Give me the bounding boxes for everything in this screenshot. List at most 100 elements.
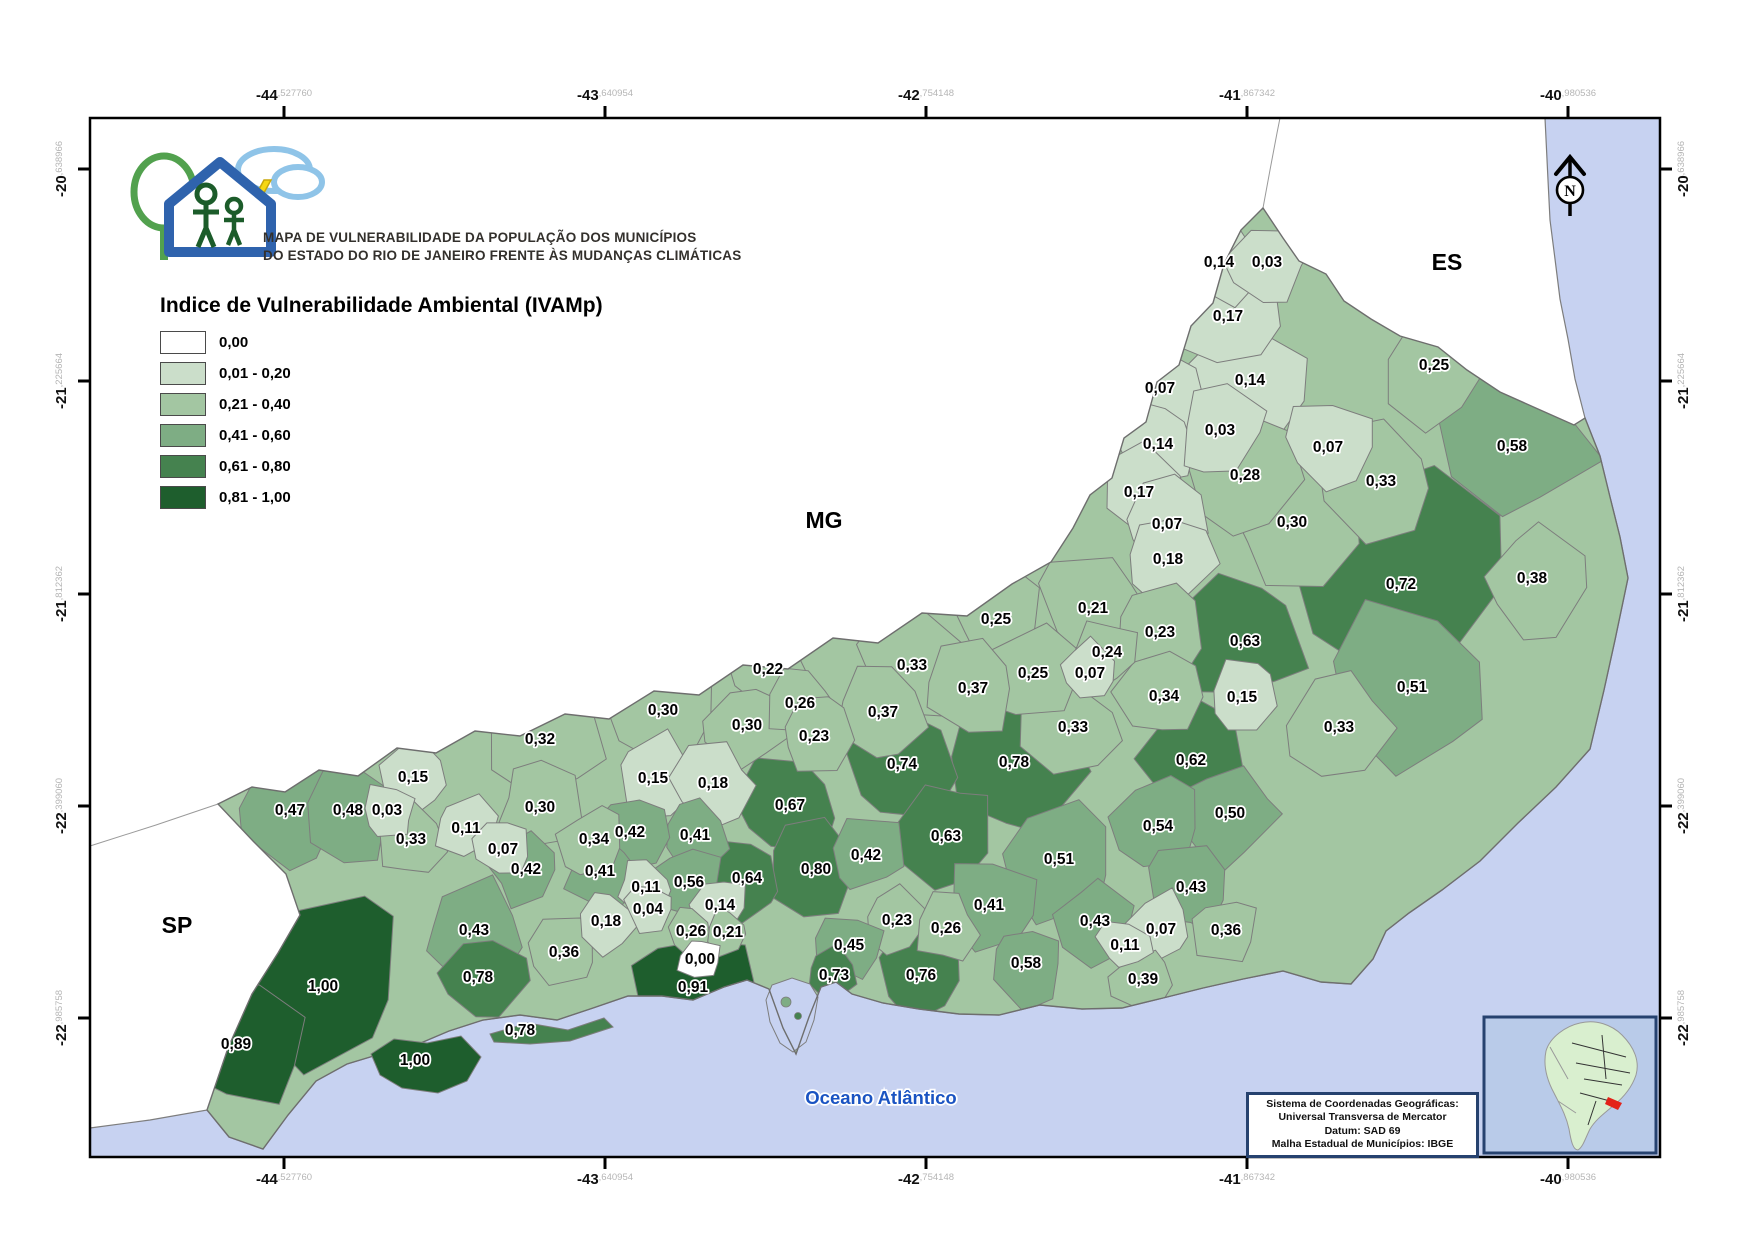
axis-tick-label: -42,754148	[898, 1171, 954, 1188]
municipality-cell	[707, 905, 747, 958]
municipality-value-label: 0,58	[1497, 438, 1528, 455]
north-arrow-icon: N	[1554, 153, 1586, 216]
region-label-sp: SP	[162, 912, 193, 938]
municipality-value-label: 0,07	[1075, 665, 1105, 682]
legend-row: 0,81 - 1,00	[160, 486, 603, 509]
project-logo	[130, 146, 325, 260]
municipality-cell	[1285, 670, 1398, 777]
municipality-value-label: 0,11	[631, 879, 661, 896]
credits-line2: Universal Transversa de Mercator	[1278, 1111, 1447, 1124]
brazil-state-lines	[1571, 1034, 1631, 1126]
map-frame	[88, 116, 1662, 1159]
map-title-line2: DO ESTADO DO RIO DE JANEIRO FRENTE ÀS MU…	[263, 247, 742, 263]
legend-swatch	[160, 424, 206, 447]
municipality-cell	[436, 940, 531, 1018]
municipality-cell	[1483, 521, 1588, 641]
legend-swatch	[160, 455, 206, 478]
axis-tick-label: -21,812362	[1675, 566, 1692, 622]
municipality-value-label: 0,26	[676, 923, 707, 940]
municipality-value-label: 0,15	[398, 769, 429, 786]
bay-island	[794, 1012, 802, 1020]
municipality-value-label: 0,25	[1018, 665, 1049, 682]
municipality-value-label: 0,18	[591, 913, 622, 930]
sp-mg-border	[89, 803, 219, 847]
municipality-value-label: 0,26	[785, 695, 816, 712]
municipality-value-label: 0,15	[638, 770, 669, 787]
region-label-mg: MG	[805, 507, 842, 533]
region-label-es: ES	[1432, 249, 1463, 275]
legend-swatch	[160, 331, 206, 354]
municipality-value-label: 0,80	[801, 861, 831, 878]
municipality-value-label: 0,41	[680, 827, 711, 844]
municipality-cell	[307, 757, 389, 864]
municipality-value-label: 0,41	[585, 863, 616, 880]
municipality-value-label: 0,51	[1044, 851, 1075, 868]
municipality-cell	[1183, 383, 1268, 473]
municipality-cell	[916, 891, 981, 962]
credits-line3: Datum: SAD 69	[1324, 1124, 1401, 1137]
legend-class-label: 0,00	[219, 334, 249, 351]
legend-row: 0,01 - 0,20	[160, 362, 603, 385]
municipality-cell	[926, 637, 1011, 733]
credits-line4: Malha Estadual de Municípios: IBGE	[1271, 1138, 1454, 1151]
municipality-value-label: 0,42	[851, 847, 881, 864]
legend-row: 0,21 - 0,40	[160, 393, 603, 416]
municipality-value-label: 0,18	[1153, 551, 1184, 568]
municipality-cell	[364, 783, 416, 838]
legend-swatch	[160, 486, 206, 509]
map-title-line1: MAPA DE VULNERABILIDADE DA POPULAÇÃO DOS…	[263, 230, 697, 245]
municipality-value-label: 0,58	[1011, 955, 1042, 972]
municipality-value-label: 0,37	[868, 704, 898, 721]
axis-tick-label: -43,640954	[577, 87, 633, 104]
municipality-cell	[1285, 404, 1373, 493]
municipality-value-label: 0,43	[1176, 879, 1207, 896]
axis-tick-label: -44,527760	[256, 1171, 312, 1188]
municipality-value-label: 0,22	[753, 661, 783, 678]
municipality-value-label: 0,43	[459, 922, 490, 939]
credits-box: Sistema de Coordenadas Geográficas: Univ…	[1246, 1092, 1479, 1158]
municipality-value-label: 0,78	[505, 1022, 536, 1039]
ilha-grande-island	[370, 1035, 482, 1094]
municipality-value-label: 0,28	[1230, 467, 1261, 484]
municipality-value-label: 0,39	[1128, 971, 1159, 988]
municipality-value-label: 0,74	[887, 756, 918, 773]
municipality-value-label: 0,89	[221, 1036, 252, 1053]
municipality-value-label: 0,25	[981, 611, 1012, 628]
municipality-cell	[554, 805, 621, 876]
municipality-value-label: 0,47	[275, 802, 305, 819]
municipality-cell	[1213, 658, 1278, 731]
axis-tick-label: -21,225664	[53, 353, 70, 409]
axis-tick-label: -22,399060	[53, 778, 70, 834]
axis-tick-label: -20,638966	[53, 141, 70, 197]
municipality-value-label: 0,63	[1230, 633, 1261, 650]
municipality-value-label: 0,14	[705, 897, 736, 914]
municipality-value-label: 0,14	[1204, 254, 1235, 271]
axis-tick-label: -43,640954	[577, 1171, 633, 1188]
municipality-value-label: 0,43	[1080, 913, 1111, 930]
municipality-value-label: 0,07	[1145, 380, 1175, 397]
legend-swatch	[160, 393, 206, 416]
axis-tick-label: -20,638966	[1675, 141, 1692, 197]
axis-tick-label: -21,812362	[53, 566, 70, 622]
municipality-value-label: 0,24	[1092, 644, 1123, 661]
legend-row: 0,41 - 0,60	[160, 424, 603, 447]
municipality-value-label: 0,07	[488, 841, 518, 858]
state-outline	[206, 206, 1629, 1150]
municipality-value-label: 0,30	[1277, 514, 1307, 531]
municipality-value-label: 0,21	[1078, 600, 1109, 617]
legend-row: 0,61 - 0,80	[160, 455, 603, 478]
municipality-value-label: 0,14	[1143, 436, 1174, 453]
municipality-value-label: 0,33	[1324, 719, 1355, 736]
municipality-value-label: 0,62	[1176, 752, 1206, 769]
municipality-value-label: 0,34	[1149, 688, 1180, 705]
municipality-value-label: 0,38	[1517, 570, 1548, 587]
brazil-inset-map	[1482, 1015, 1658, 1155]
credits-line1: Sistema de Coordenadas Geográficas:	[1266, 1098, 1459, 1110]
municipality-value-label: 0,56	[674, 874, 705, 891]
municipality-cell	[471, 822, 529, 874]
municipality-value-label: 0,33	[1058, 719, 1089, 736]
axis-tick-label: -40,980536	[1540, 87, 1596, 104]
municipality-value-label: 1,00	[400, 1052, 430, 1069]
municipality-value-label: 0,07	[1152, 516, 1182, 533]
